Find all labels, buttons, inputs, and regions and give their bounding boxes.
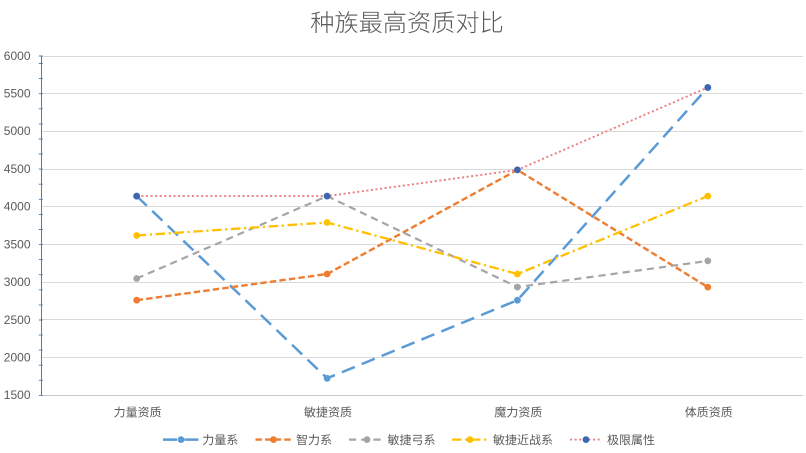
svg-text:4500: 4500 [4, 162, 31, 176]
svg-text:3500: 3500 [4, 237, 31, 251]
svg-text:5000: 5000 [4, 124, 31, 138]
svg-text:6000: 6000 [4, 49, 31, 63]
svg-text:3000: 3000 [4, 275, 31, 289]
svg-text:2000: 2000 [4, 351, 31, 365]
svg-text:2500: 2500 [4, 313, 31, 327]
svg-text:4000: 4000 [4, 200, 31, 214]
svg-text:1500: 1500 [4, 388, 31, 402]
svg-text:5500: 5500 [4, 87, 31, 101]
